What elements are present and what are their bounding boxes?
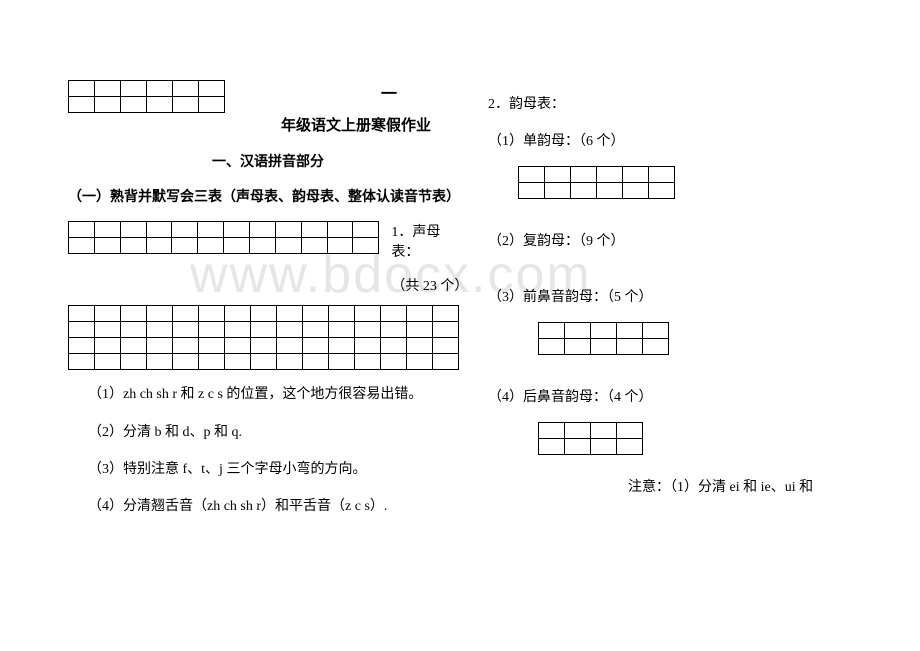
note-1: （1）zh ch sh r 和 z c s 的位置，这个地方很容易出错。 xyxy=(68,382,468,407)
section-1-1: （一）熟背并默写会三表（声母表、韵母表、整体认读音节表） xyxy=(68,187,468,209)
shengmu-label: 1．声母表： xyxy=(391,221,468,261)
title-grid xyxy=(68,80,225,113)
shengmu-grid-1 xyxy=(68,221,379,254)
yunmu-label: 2．韵母表： xyxy=(488,92,868,117)
big-one: 一 xyxy=(381,80,431,104)
note-3: （3）特别注意 f、t、j 三个字母小弯的方向。 xyxy=(68,457,468,482)
dan-yunmu-label: （1）单韵母：（6 个） xyxy=(488,129,868,154)
yunmu-note: 注意：（1）分清 ei 和 ie、ui 和 xyxy=(628,475,868,500)
houbi-yunmu-grid xyxy=(538,422,643,455)
houbi-yunmu-label: （4）后鼻音韵母：（4 个） xyxy=(488,385,868,410)
note-2: （2）分清 b 和 d、p 和 q. xyxy=(68,420,468,445)
qianbi-yunmu-label: （3）前鼻音韵母：（5 个） xyxy=(488,285,868,310)
main-title: 年级语文上册寒假作业 xyxy=(281,114,431,135)
note-4: （4）分清翘舌音（zh ch sh r）和平舌音（z c s）. xyxy=(68,494,468,519)
dan-yunmu-grid xyxy=(518,166,675,199)
right-column: 2．韵母表： （1）单韵母：（6 个） （2）复韵母：（9 个） （3）前鼻音韵… xyxy=(488,80,868,512)
shengmu-count: （共 23 个） xyxy=(391,275,468,295)
section-1-heading: 一、汉语拼音部分 xyxy=(68,151,468,171)
qianbi-yunmu-grid xyxy=(538,322,669,355)
fu-yunmu-label: （2）复韵母：（9 个） xyxy=(488,229,868,254)
left-column: 一 年级语文上册寒假作业 一、汉语拼音部分 （一）熟背并默写会三表（声母表、韵母… xyxy=(68,80,468,531)
shengmu-grid-2 xyxy=(68,305,459,370)
title-grid-container xyxy=(68,80,225,113)
